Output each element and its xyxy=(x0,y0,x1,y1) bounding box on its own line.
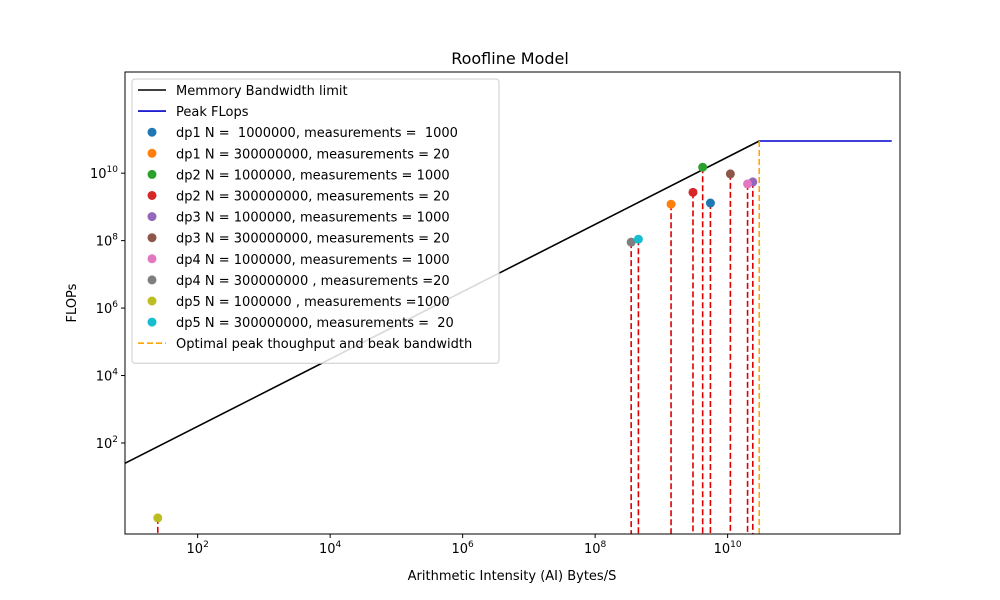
x-tick-label-3: 106 xyxy=(452,540,475,557)
y-tick-label-2: 104 xyxy=(96,368,119,385)
data-point-10 xyxy=(633,234,643,244)
legend-bandwidth-label: Memmory Bandwidth limit xyxy=(176,84,348,99)
legend-series-6-swatch xyxy=(147,233,157,243)
legend-series-4-swatch xyxy=(147,191,157,200)
data-point-3 xyxy=(698,162,708,172)
data-point-9 xyxy=(153,513,163,523)
legend-series-8-swatch xyxy=(147,275,157,285)
legend-peak-label: Peak FLops xyxy=(176,105,249,120)
legend-series-3-label: dp2 N = 1000000, measurements = 1000 xyxy=(176,168,450,183)
data-point-1 xyxy=(705,198,715,208)
x-axis: 102 104 106 108 1010 xyxy=(187,534,742,557)
legend-box xyxy=(131,78,500,364)
legend-series-2-label: dp1 N = 300000000, measurements = 20 xyxy=(176,147,450,162)
y-axis: 102 104 106 108 1010 xyxy=(90,165,125,452)
x-tick-label-1: 102 xyxy=(187,540,209,557)
y-tick-label-1: 102 xyxy=(96,435,118,452)
y-tick-label-5: 1010 xyxy=(90,165,118,182)
x-axis-title: Arithmetic Intensity (AI) Bytes/S xyxy=(408,569,617,584)
data-point-8 xyxy=(626,237,636,247)
legend-series-10-label: dp5 N = 300000000, measurements = 20 xyxy=(176,316,454,331)
legend-series-7-label: dp4 N = 1000000, measurements = 1000 xyxy=(176,253,450,268)
legend-series-4-label: dp2 N = 300000000, measurements = 20 xyxy=(176,190,450,205)
legend-series-1-swatch xyxy=(147,127,157,137)
legend-optimal-label: Optimal peak thoughput and beak bandwidt… xyxy=(176,337,472,352)
x-tick-label-4: 108 xyxy=(584,540,607,557)
legend: Memmory Bandwidth limit Peak FLops dp1 N =… xyxy=(131,78,500,364)
data-point-4 xyxy=(688,187,698,197)
data-point-2 xyxy=(666,199,676,209)
chart-title: Roofline Model xyxy=(451,49,569,68)
data-point-6 xyxy=(725,169,735,179)
plot-area xyxy=(125,140,892,534)
x-tick-label-2: 104 xyxy=(319,540,342,557)
legend-series-6-label: dp3 N = 300000000, measurements = 20 xyxy=(176,232,450,247)
data-point-7 xyxy=(743,179,753,189)
legend-series-3-swatch xyxy=(147,169,157,179)
legend-series-1-label: dp1 N = 1000000, measurements = 1000 xyxy=(176,126,458,141)
y-axis-title: FLOPs xyxy=(65,283,80,322)
y-tick-label-3: 106 xyxy=(96,300,119,317)
legend-series-10-swatch xyxy=(147,317,157,327)
legend-series-9-label: dp5 N = 1000000 , measurements =1000 xyxy=(176,295,450,310)
legend-series-9-swatch xyxy=(147,296,157,306)
axes-frame xyxy=(124,71,901,535)
x-tick-label-5: 1010 xyxy=(714,540,742,557)
legend-series-8-label: dp4 N = 300000000 , measurements =20 xyxy=(176,274,450,289)
legend-series-5-label: dp3 N = 1000000, measurements = 1000 xyxy=(176,211,450,226)
legend-series-2-swatch xyxy=(147,148,157,158)
legend-series-7-swatch xyxy=(147,254,157,264)
legend-series-5-swatch xyxy=(147,212,157,222)
y-tick-label-4: 108 xyxy=(96,233,119,250)
